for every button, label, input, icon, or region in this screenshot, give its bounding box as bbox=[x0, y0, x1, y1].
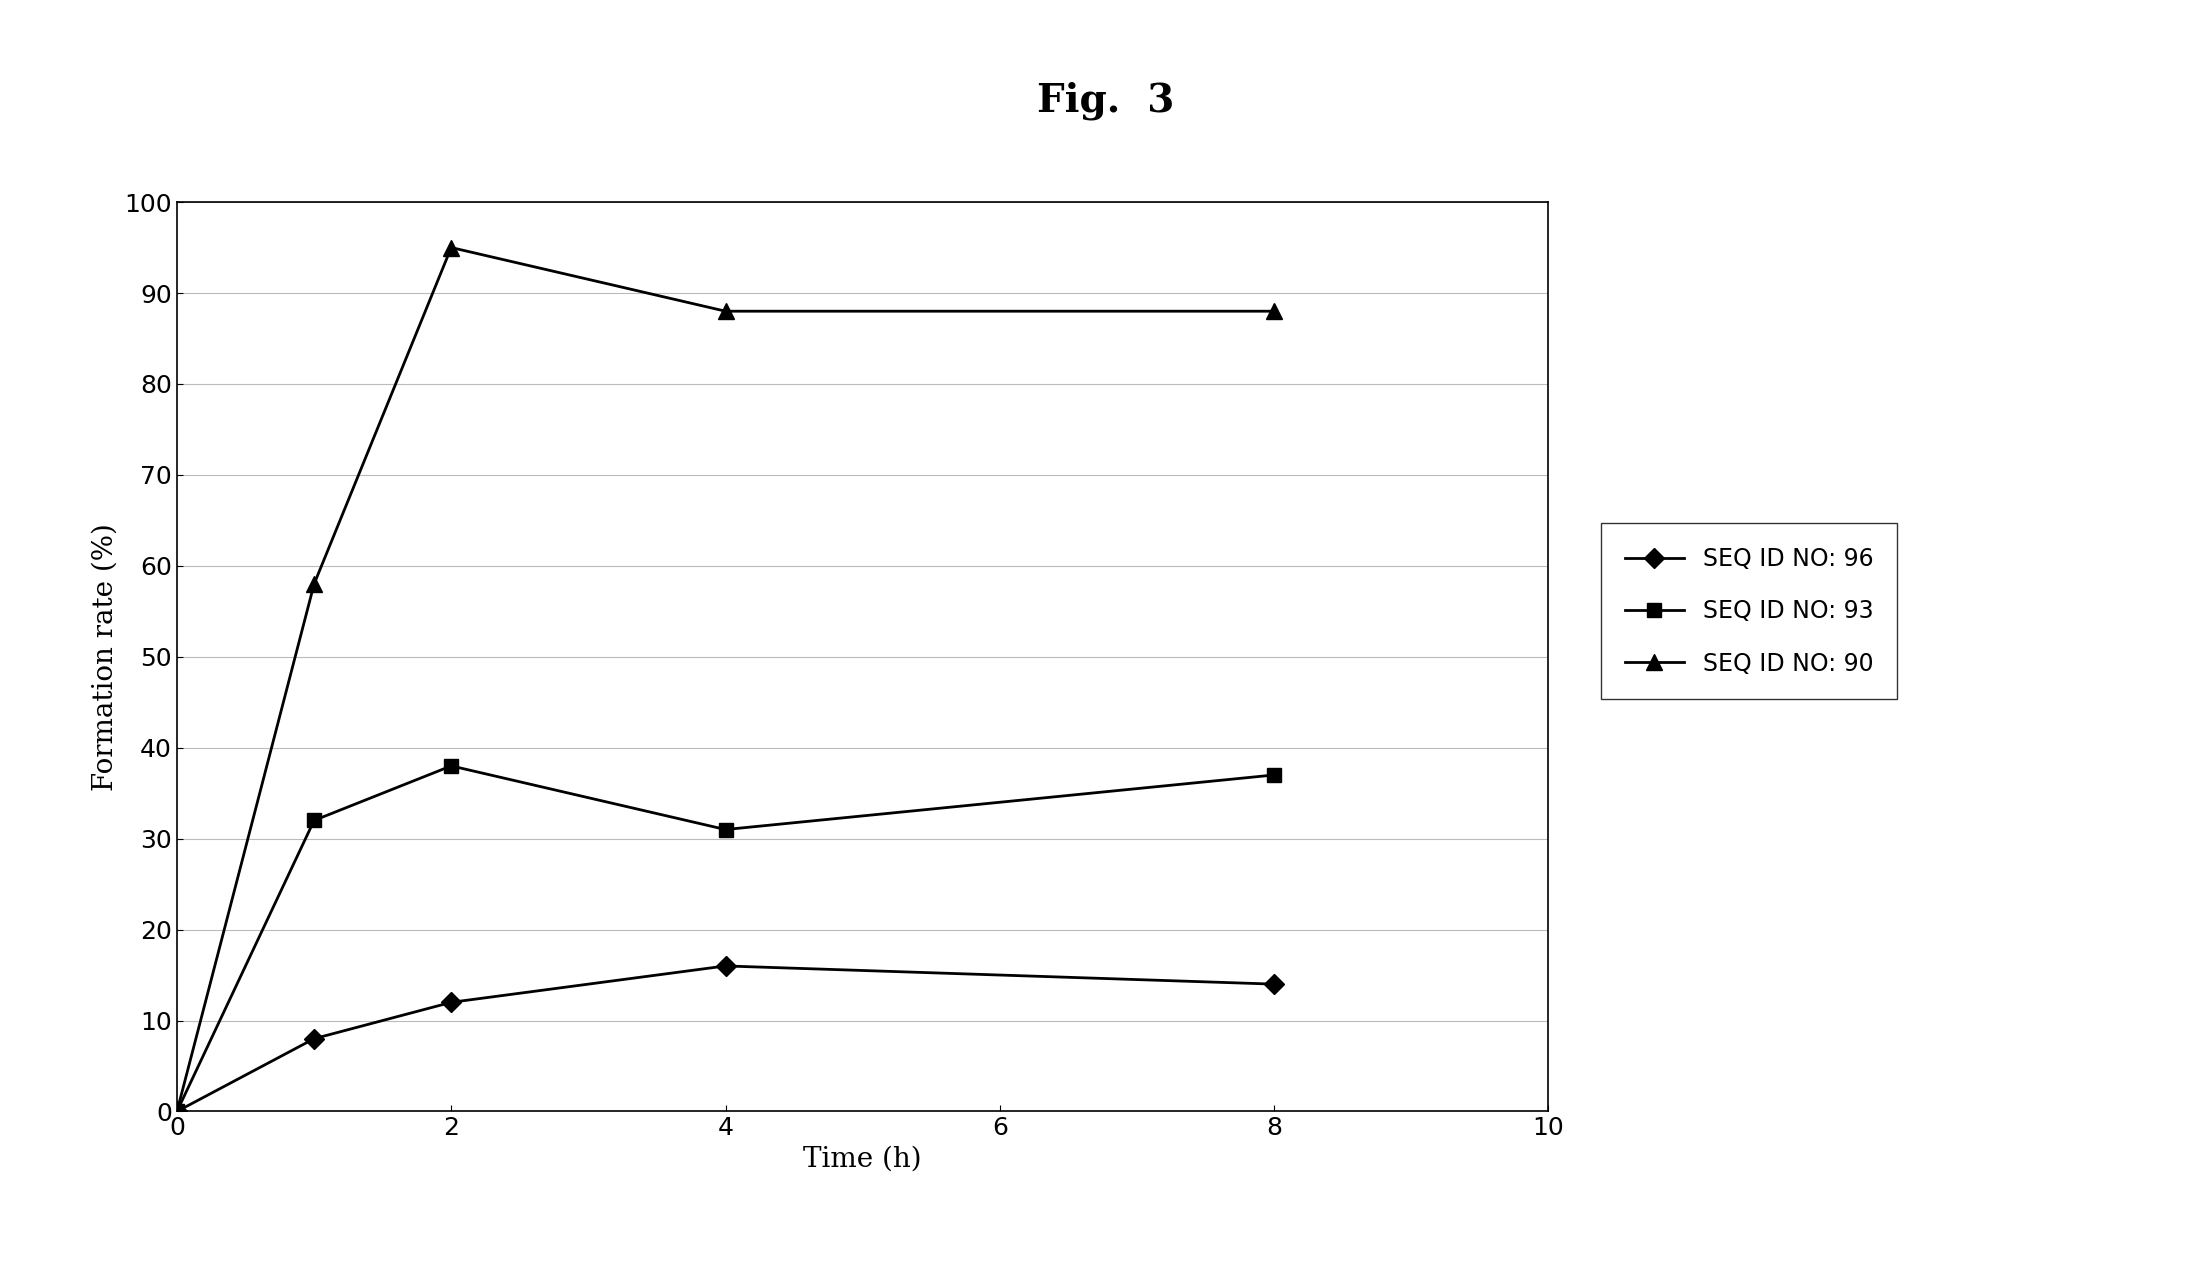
SEQ ID NO: 96: (4, 16): 96: (4, 16) bbox=[712, 959, 739, 974]
SEQ ID NO: 90: (2, 95): 90: (2, 95) bbox=[438, 240, 465, 255]
Line: SEQ ID NO: 96: SEQ ID NO: 96 bbox=[170, 959, 1281, 1118]
SEQ ID NO: 90: (4, 88): 90: (4, 88) bbox=[712, 303, 739, 318]
Line: SEQ ID NO: 93: SEQ ID NO: 93 bbox=[170, 759, 1281, 1118]
SEQ ID NO: 90: (0, 0): 90: (0, 0) bbox=[164, 1104, 190, 1119]
SEQ ID NO: 96: (1, 8): 96: (1, 8) bbox=[301, 1031, 327, 1046]
SEQ ID NO: 96: (0, 0): 96: (0, 0) bbox=[164, 1104, 190, 1119]
X-axis label: Time (h): Time (h) bbox=[803, 1146, 922, 1173]
Line: SEQ ID NO: 90: SEQ ID NO: 90 bbox=[170, 240, 1281, 1119]
SEQ ID NO: 96: (8, 14): 96: (8, 14) bbox=[1261, 976, 1287, 991]
SEQ ID NO: 93: (2, 38): 93: (2, 38) bbox=[438, 758, 465, 773]
Y-axis label: Formation rate (%): Formation rate (%) bbox=[93, 523, 119, 791]
Legend: SEQ ID NO: 96, SEQ ID NO: 93, SEQ ID NO: 90: SEQ ID NO: 96, SEQ ID NO: 93, SEQ ID NO:… bbox=[1601, 523, 1898, 700]
SEQ ID NO: 90: (8, 88): 90: (8, 88) bbox=[1261, 303, 1287, 318]
SEQ ID NO: 93: (1, 32): 93: (1, 32) bbox=[301, 813, 327, 829]
SEQ ID NO: 93: (0, 0): 93: (0, 0) bbox=[164, 1104, 190, 1119]
SEQ ID NO: 93: (4, 31): 93: (4, 31) bbox=[712, 822, 739, 837]
SEQ ID NO: 93: (8, 37): 93: (8, 37) bbox=[1261, 768, 1287, 783]
SEQ ID NO: 90: (1, 58): 90: (1, 58) bbox=[301, 576, 327, 591]
SEQ ID NO: 96: (2, 12): 96: (2, 12) bbox=[438, 995, 465, 1010]
Text: Fig.  3: Fig. 3 bbox=[1037, 82, 1175, 120]
